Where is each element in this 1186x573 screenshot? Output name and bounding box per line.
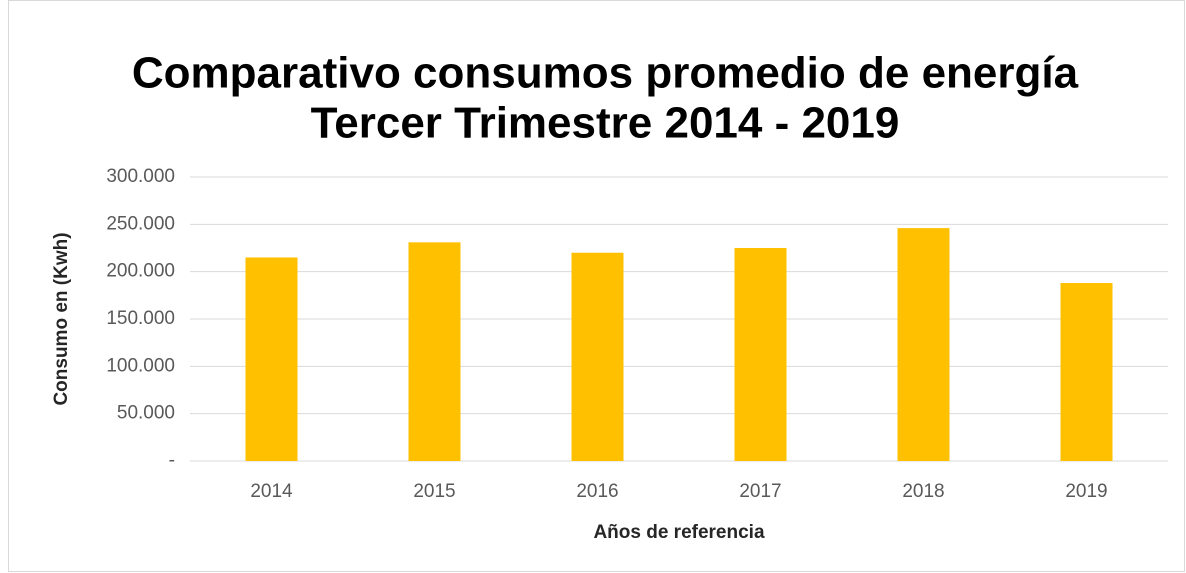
- bar: [734, 248, 787, 461]
- x-tick-label: 2017: [739, 481, 781, 502]
- y-axis-label: Consumo en (Kwh): [51, 232, 72, 405]
- y-tick-label: -: [169, 450, 175, 471]
- chart-title: Comparativo consumos promedio de energía: [132, 49, 1079, 98]
- bar: [408, 242, 461, 461]
- bar: [571, 252, 624, 461]
- bar: [245, 257, 298, 461]
- y-tick-label: 150.000: [106, 308, 175, 329]
- y-tick-label: 50.000: [117, 403, 175, 424]
- chart-title: Tercer Trimestre 2014 - 2019: [311, 99, 900, 148]
- y-tick-label: 300.000: [106, 166, 175, 187]
- y-tick-label: 100.000: [106, 355, 175, 376]
- bar: [1060, 283, 1113, 461]
- x-axis-label: Años de referencia: [593, 522, 764, 543]
- x-tick-label: 2019: [1065, 481, 1107, 502]
- x-tick-label: 2014: [250, 481, 293, 502]
- x-tick-label: 2018: [902, 481, 944, 502]
- y-tick-label: 200.000: [106, 261, 175, 282]
- x-tick-label: 2015: [413, 481, 455, 502]
- y-tick-label: 250.000: [106, 213, 175, 234]
- bar: [897, 228, 950, 461]
- x-tick-label: 2016: [576, 481, 618, 502]
